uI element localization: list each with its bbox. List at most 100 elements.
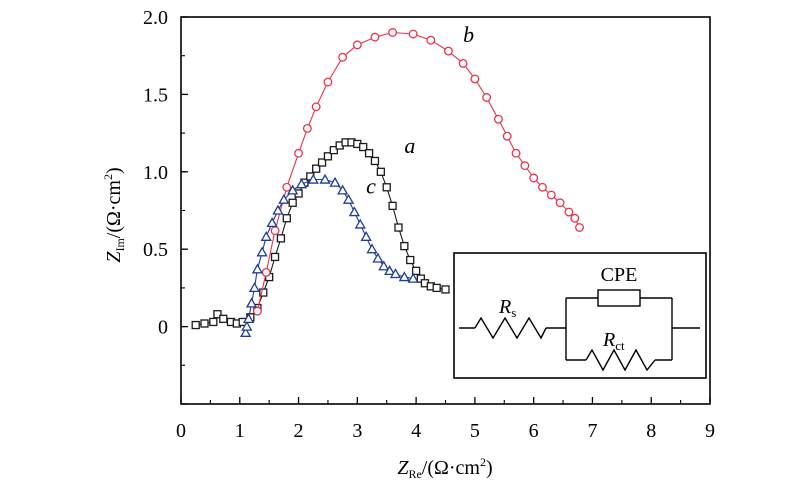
data-point-c xyxy=(337,184,349,195)
data-point-c xyxy=(342,193,355,204)
data-point-a xyxy=(219,314,228,324)
series-label-a: a xyxy=(404,133,415,158)
data-point-b xyxy=(302,124,312,133)
data-point-a xyxy=(209,317,218,327)
data-point-b xyxy=(338,52,348,62)
data-point-a xyxy=(382,183,391,192)
data-point-b xyxy=(564,207,574,217)
data-point-a xyxy=(394,223,403,232)
data-point-b xyxy=(511,148,521,158)
x-tick-label: 0 xyxy=(176,420,186,442)
data-point-a xyxy=(288,198,297,207)
y-tick-label: 0 xyxy=(158,317,168,339)
series-b xyxy=(252,28,584,316)
y-axis-label: ZIm/(Ω·cm2) xyxy=(101,167,127,262)
rs-resistor xyxy=(474,316,547,340)
x-tick-label: 1 xyxy=(235,420,245,442)
cpe-element xyxy=(597,289,641,307)
y-tick-label: 1.0 xyxy=(143,162,168,184)
x-tick-label: 5 xyxy=(470,420,480,442)
data-point-a xyxy=(364,149,374,158)
series-line-c xyxy=(245,178,414,333)
data-point-c xyxy=(348,206,361,217)
data-point-a xyxy=(441,285,450,294)
data-point-a xyxy=(329,145,338,155)
data-point-c xyxy=(319,173,331,184)
data-point-b xyxy=(311,102,321,112)
x-tick-label: 4 xyxy=(411,420,421,442)
data-point-b xyxy=(408,29,418,39)
data-point-c xyxy=(248,282,261,293)
data-point-c xyxy=(241,320,253,331)
x-tick-label: 9 xyxy=(705,420,715,442)
data-point-c xyxy=(384,265,396,276)
data-point-a xyxy=(388,201,397,211)
data-point-b xyxy=(252,306,262,316)
data-point-b xyxy=(458,58,468,68)
data-point-c xyxy=(407,272,419,283)
data-point-a xyxy=(312,164,321,173)
data-point-c xyxy=(372,252,384,263)
data-point-b xyxy=(570,213,580,223)
y-tick-label: 0.5 xyxy=(143,239,168,261)
data-point-b xyxy=(388,28,398,37)
data-point-a xyxy=(376,167,385,176)
series-c xyxy=(240,173,419,337)
data-point-a xyxy=(259,288,268,297)
inset-wire xyxy=(459,297,700,361)
data-point-a xyxy=(213,310,222,319)
data-point-b xyxy=(555,198,565,208)
inset-box xyxy=(453,252,707,379)
series-label-c: c xyxy=(366,173,376,198)
data-point-b xyxy=(502,131,512,141)
data-point-c xyxy=(329,176,341,187)
series-layer xyxy=(191,28,584,337)
data-point-a xyxy=(276,234,286,243)
data-point-a xyxy=(406,255,415,265)
rs-label: Rs xyxy=(498,296,516,320)
data-point-a xyxy=(200,319,209,328)
data-point-c xyxy=(272,204,284,215)
data-point-b xyxy=(575,223,584,232)
x-tick-label: 3 xyxy=(352,420,362,442)
data-point-b xyxy=(282,182,292,192)
data-point-c xyxy=(354,218,366,229)
cpe-label: CPE xyxy=(601,264,638,286)
data-point-b xyxy=(323,77,333,87)
labels-layer: a b c xyxy=(366,22,474,199)
data-point-a xyxy=(270,252,280,262)
data-point-a xyxy=(359,142,368,152)
y-tick-label: 1.5 xyxy=(143,84,168,106)
data-point-c xyxy=(260,230,272,241)
data-point-b xyxy=(443,46,453,56)
series-a xyxy=(191,138,450,330)
data-point-b xyxy=(482,93,492,102)
axes-layer: 0 1 2 3 4 5 6 7 8 9 0 0.5 1.0 1.5 2.0 xyxy=(143,7,715,442)
data-point-b xyxy=(294,148,304,158)
data-point-c xyxy=(240,326,252,337)
data-point-a xyxy=(400,241,409,251)
data-point-b xyxy=(538,182,547,192)
data-point-b xyxy=(261,267,271,277)
y-tick-label: 2.0 xyxy=(143,7,168,29)
x-tick-label: 2 xyxy=(294,420,304,442)
data-point-c xyxy=(295,178,308,189)
data-point-b xyxy=(546,190,556,200)
data-point-c xyxy=(278,193,290,204)
data-point-b xyxy=(370,32,380,42)
data-point-c xyxy=(360,230,372,241)
data-point-c xyxy=(287,184,299,195)
data-point-c xyxy=(366,243,378,254)
data-point-a xyxy=(370,156,380,166)
series-label-b: b xyxy=(463,22,474,47)
x-tick-label: 6 xyxy=(529,420,539,442)
data-point-c xyxy=(256,246,268,257)
data-point-b xyxy=(426,35,436,45)
data-point-a xyxy=(282,214,291,223)
data-point-b xyxy=(352,40,362,50)
data-point-c xyxy=(251,263,264,274)
data-point-c xyxy=(307,173,319,184)
data-point-b xyxy=(493,114,503,124)
data-point-a xyxy=(432,283,441,293)
